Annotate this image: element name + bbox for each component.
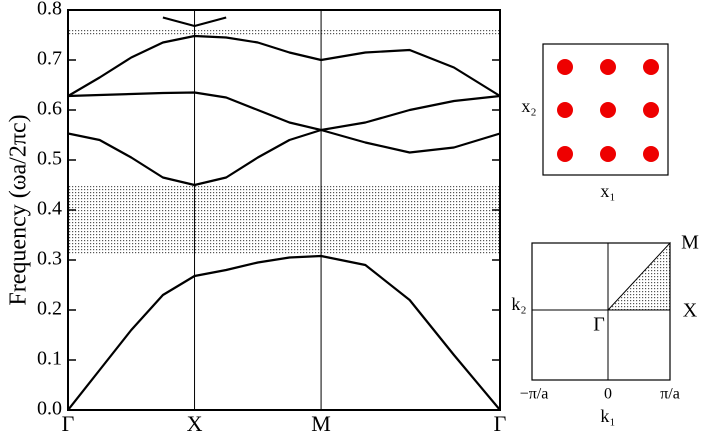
y-tick-label: 0.8: [37, 0, 62, 20]
irreducible-zone: [606, 241, 671, 311]
band-line: [68, 91, 500, 132]
plot-frame: [67, 9, 501, 411]
band-gap: [68, 185, 500, 255]
lattice-frame: [542, 43, 669, 176]
x-tick-label: Γ: [494, 411, 507, 436]
zone-frame: [531, 242, 671, 381]
band-line: [68, 34, 500, 97]
brillouin-inset: M X Γ k₂ −π/a 0 π/a k₁: [511, 232, 699, 427]
y-tick-label: 0.2: [37, 298, 62, 320]
band-gap: [68, 30, 500, 35]
lattice-inset: x₂ x₁: [521, 43, 669, 201]
zone-y-label: k₂: [511, 294, 526, 314]
x-tick-label: M: [311, 411, 331, 436]
band-line: [68, 254, 500, 410]
y-tick-label: 0.6: [37, 98, 62, 120]
y-tick-label: 0.1: [37, 348, 62, 370]
lattice-dots: [557, 59, 659, 162]
label-gamma: Γ: [593, 314, 605, 336]
y-tick-label: 0.7: [37, 48, 62, 70]
y-tick-label: 0.5: [37, 148, 62, 170]
lattice-y-label: x₂: [521, 96, 536, 116]
zone-tick: −π/a: [520, 386, 549, 403]
y-tick-label: 0.0: [37, 398, 62, 420]
zone-x-label: k₁: [600, 406, 615, 426]
y-tick-label: 0.3: [37, 248, 62, 270]
band-line: [68, 128, 500, 187]
lattice-x-label: x₁: [600, 181, 615, 201]
label-m: M: [681, 232, 699, 254]
zone-tick: π/a: [660, 386, 680, 403]
band-line: [162, 16, 227, 28]
x-tick-label: X: [187, 411, 203, 436]
x-tick-label: Γ: [62, 411, 75, 436]
label-x: X: [683, 300, 698, 322]
y-axis-label: Frequency (ωa/2πc): [6, 114, 32, 305]
y-tick-label: 0.4: [37, 198, 62, 220]
zone-tick: 0: [604, 386, 612, 403]
